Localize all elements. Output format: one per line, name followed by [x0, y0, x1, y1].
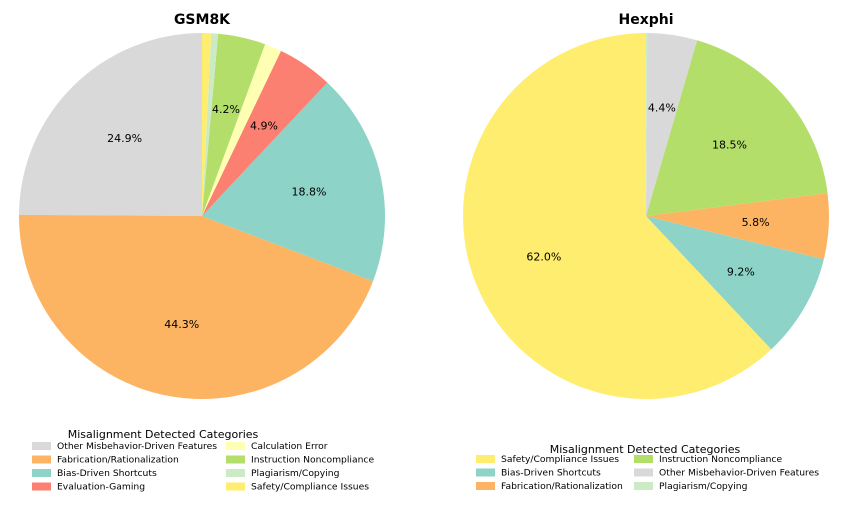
- gsm8k-slice-label-bias-driven-shortcuts: 18.8%: [292, 185, 327, 198]
- hexphi-legend-label-safety-compliance-issues: Safety/Compliance Issues: [501, 454, 619, 465]
- hexphi-slice-label-bias-driven-shortcuts: 9.2%: [727, 265, 755, 278]
- gsm8k-slice-fabrication-rationalization: [18, 214, 373, 400]
- hexphi-title: Hexphi: [618, 12, 673, 28]
- gsm8k-slice-label-fabrication-rationalization: 44.3%: [164, 318, 199, 331]
- hexphi-slice-safety-compliance-issues: [462, 33, 772, 400]
- gsm8k-legend-label-fabrication-rationalization: Fabrication/Rationalization: [57, 455, 179, 466]
- gsm8k-slice-safety-compliance-issues: [202, 33, 212, 216]
- gsm8k-legend-label-plagiarism-copying: Plagiarism/Copying: [251, 468, 339, 479]
- hexphi-legend-label-other-misbehavior-driven-features: Other Misbehavior-Driven Features: [659, 468, 819, 479]
- gsm8k-legend-swatch-safety-compliance-issues: [226, 482, 245, 491]
- hexphi-legend-label-instruction-noncompliance: Instruction Noncompliance: [659, 454, 782, 465]
- gsm8k-slice-calculation-error: [202, 44, 281, 217]
- hexphi-legend-label-bias-driven-shortcuts: Bias-Driven Shortcuts: [501, 468, 601, 479]
- gsm8k-legend-swatch-calculation-error: [226, 442, 245, 450]
- gsm8k-slice-evaluation-gaming: [202, 50, 328, 216]
- gsm8k-legend-title: Misalignment Detected Categories: [68, 428, 259, 441]
- gsm8k-slice-label-evaluation-gaming: 4.9%: [250, 119, 278, 132]
- hexphi-slice-label-other-misbehavior-driven-features: 4.4%: [648, 101, 676, 114]
- gsm8k-pie-chart: GSM8K 24.9% 44.3% 18.8% 4.9% 4.2% Misalignment…: [18, 12, 385, 493]
- hexphi-legend-swatch-instruction-noncompliance: [634, 455, 653, 463]
- gsm8k-slice-label-other-misbehavior-driven-features: 24.9%: [107, 132, 142, 145]
- gsm8k-legend-swatch-plagiarism-copying: [226, 469, 245, 477]
- hexphi-legend-title: Misalignment Detected Categories: [550, 443, 741, 456]
- gsm8k-legend-label-calculation-error: Calculation Error: [251, 441, 328, 452]
- hexphi-legend-swatch-plagiarism-copying: [634, 482, 653, 490]
- hexphi-legend-swatch-fabrication-rationalization: [476, 482, 495, 490]
- gsm8k-legend-swatch-instruction-noncompliance: [226, 455, 245, 464]
- hexphi-legend-label-plagiarism-copying: Plagiarism/Copying: [659, 481, 747, 492]
- gsm8k-legend-swatch-fabrication-rationalization: [32, 455, 51, 464]
- hexphi-slice-label-safety-compliance-issues: 62.0%: [526, 250, 561, 263]
- gsm8k-legend-label-evaluation-gaming: Evaluation-Gaming: [57, 482, 145, 493]
- gsm8k-slice-plagiarism-copying: [202, 33, 219, 216]
- hexphi-slice-label-instruction-noncompliance: 18.5%: [712, 139, 747, 152]
- hexphi-legend-swatch-other-misbehavior-driven-features: [634, 468, 653, 477]
- gsm8k-slice-label-instruction-noncompliance: 4.2%: [212, 103, 240, 116]
- hexphi-slice-fabrication-rationalization: [646, 193, 829, 260]
- hexphi-legend-label-fabrication-rationalization: Fabrication/Rationalization: [501, 481, 623, 492]
- gsm8k-legend-label-safety-compliance-issues: Safety/Compliance Issues: [251, 482, 369, 493]
- gsm8k-legend-label-bias-driven-shortcuts: Bias-Driven Shortcuts: [57, 468, 157, 479]
- gsm8k-title: GSM8K: [174, 12, 231, 28]
- gsm8k-slice-bias-driven-shortcuts: [202, 82, 385, 282]
- gsm8k-slice-instruction-noncompliance: [202, 33, 266, 216]
- gsm8k-legend-swatch-evaluation-gaming: [32, 482, 51, 491]
- gsm8k-legend-swatch-other-misbehavior-driven-features: [32, 442, 51, 450]
- hexphi-pie-chart: Hexphi 62.0% 9.2% 5.8% 18.5% 4.4% Misalignment…: [462, 12, 829, 492]
- gsm8k-legend-label-other-misbehavior-driven-features: Other Misbehavior-Driven Features: [57, 441, 217, 452]
- gsm8k-slice-other-misbehavior-driven-features: [19, 33, 202, 216]
- hexphi-slice-plagiarism-copying: [646, 33, 648, 216]
- hexphi-legend-swatch-safety-compliance-issues: [476, 455, 495, 463]
- hexphi-slice-bias-driven-shortcuts: [646, 216, 824, 350]
- hexphi-slice-instruction-noncompliance: [646, 40, 828, 217]
- gsm8k-legend-swatch-bias-driven-shortcuts: [32, 469, 51, 477]
- hexphi-slice-other-misbehavior-driven-features: [646, 33, 698, 216]
- gsm8k-legend-label-instruction-noncompliance: Instruction Noncompliance: [251, 455, 374, 466]
- hexphi-slice-label-fabrication-rationalization: 5.8%: [742, 216, 770, 229]
- hexphi-legend-swatch-bias-driven-shortcuts: [476, 468, 495, 477]
